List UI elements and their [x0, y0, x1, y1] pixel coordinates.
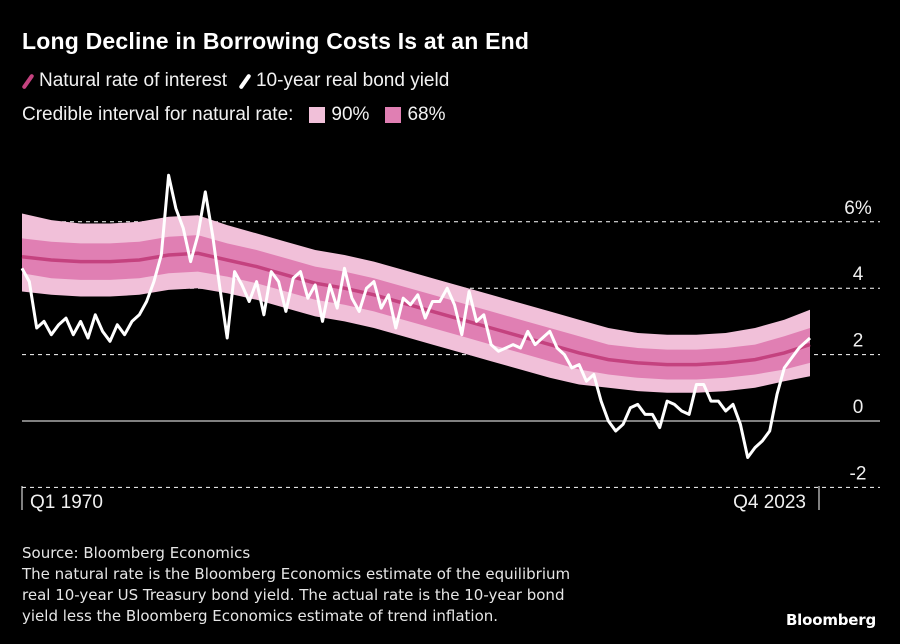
- ci90-legend-label: 90%: [331, 104, 370, 125]
- chart-title: Long Decline in Borrowing Costs Is at an…: [22, 28, 530, 54]
- bond-yield-legend-label: 10-year real bond yield: [255, 70, 450, 91]
- y-tick-label: 4: [853, 264, 864, 285]
- natural-rate-legend-label: Natural rate of interest: [39, 70, 227, 91]
- interval-legend-label: Credible interval for natural rate:: [22, 104, 294, 125]
- y-tick-label: 0: [853, 397, 864, 418]
- y-tick-label: -2: [850, 463, 867, 484]
- note-line: yield less the Bloomberg Economics estim…: [22, 607, 499, 625]
- source-line: Source: Bloomberg Economics: [22, 544, 251, 562]
- footer-notes: Source: Bloomberg Economics The natural …: [22, 543, 782, 627]
- legend-intervals: Credible interval for natural rate: 90% …: [22, 104, 451, 126]
- legend-series: Natural rate of interest 10-year real bo…: [21, 70, 455, 92]
- ci68-legend-label: 68%: [407, 104, 446, 125]
- chart-plot: 6% 4 2 0 -2 Q1 1970 Q4 2023: [20, 173, 880, 513]
- natural-rate-legend-icon: [21, 72, 35, 90]
- x-end-label: Q4 2023: [733, 492, 806, 513]
- bond-yield-legend-icon: [238, 72, 252, 90]
- natural-rate-line: [21, 251, 811, 367]
- ci90-swatch-icon: [309, 107, 326, 123]
- note-line: real 10-year US Treasury bond yield. The…: [22, 586, 565, 604]
- y-tick-label: 6%: [844, 198, 872, 219]
- bond-yield-line: [20, 173, 812, 459]
- x-start-label: Q1 1970: [30, 492, 103, 513]
- bloomberg-logo: Bloomberg: [785, 611, 876, 629]
- ci68-swatch-icon: [385, 107, 402, 123]
- note-line: The natural rate is the Bloomberg Econom…: [22, 565, 571, 583]
- y-tick-label: 2: [853, 331, 864, 352]
